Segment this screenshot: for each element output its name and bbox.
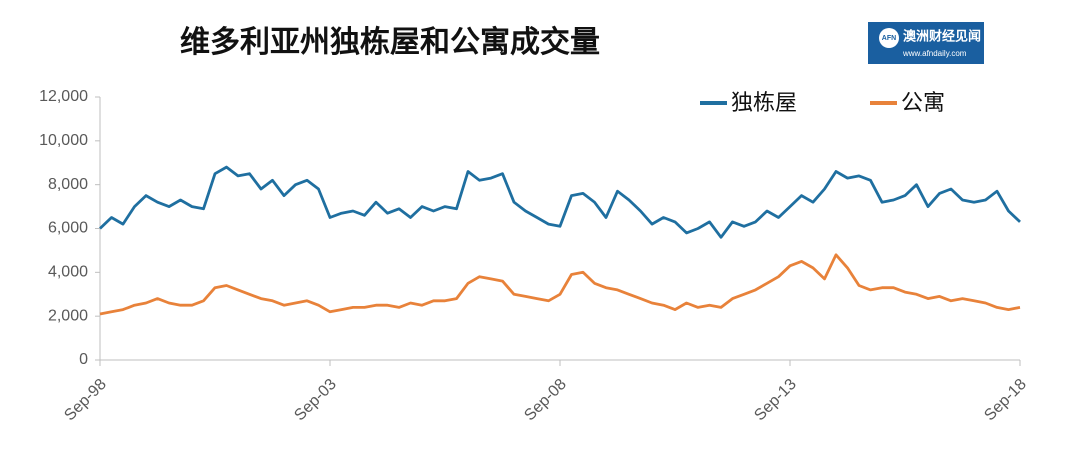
x-tick-label: Sep-13 — [751, 376, 800, 425]
y-tick-label: 10,000 — [39, 132, 88, 149]
legend-label: 独栋屋 — [731, 90, 797, 115]
logo-mark: AFN — [882, 35, 896, 42]
x-tick-label: Sep-03 — [291, 376, 340, 425]
y-tick-label: 0 — [79, 351, 88, 368]
x-tick-label: Sep-98 — [61, 376, 110, 425]
logo-url: www.afndaily.com — [902, 49, 967, 58]
x-tick-label: Sep-08 — [521, 376, 570, 425]
series-line — [99, 165, 1021, 239]
logo: AFN 澳洲财经见闻 www.afndaily.com — [868, 22, 984, 64]
legend-label: 公寓 — [901, 90, 945, 115]
logo-name: 澳洲财经见闻 — [903, 28, 981, 43]
series-line — [99, 253, 1021, 316]
y-tick-label: 12,000 — [39, 88, 88, 105]
y-tick-label: 8,000 — [48, 176, 88, 193]
y-tick-label: 4,000 — [48, 264, 88, 281]
y-tick-label: 6,000 — [48, 220, 88, 237]
logo-circle — [879, 28, 899, 48]
y-tick-label: 2,000 — [48, 307, 88, 324]
x-tick-label: Sep-18 — [981, 376, 1030, 425]
chart-title: 维多利亚州独栋屋和公寓成交量 — [180, 25, 600, 59]
